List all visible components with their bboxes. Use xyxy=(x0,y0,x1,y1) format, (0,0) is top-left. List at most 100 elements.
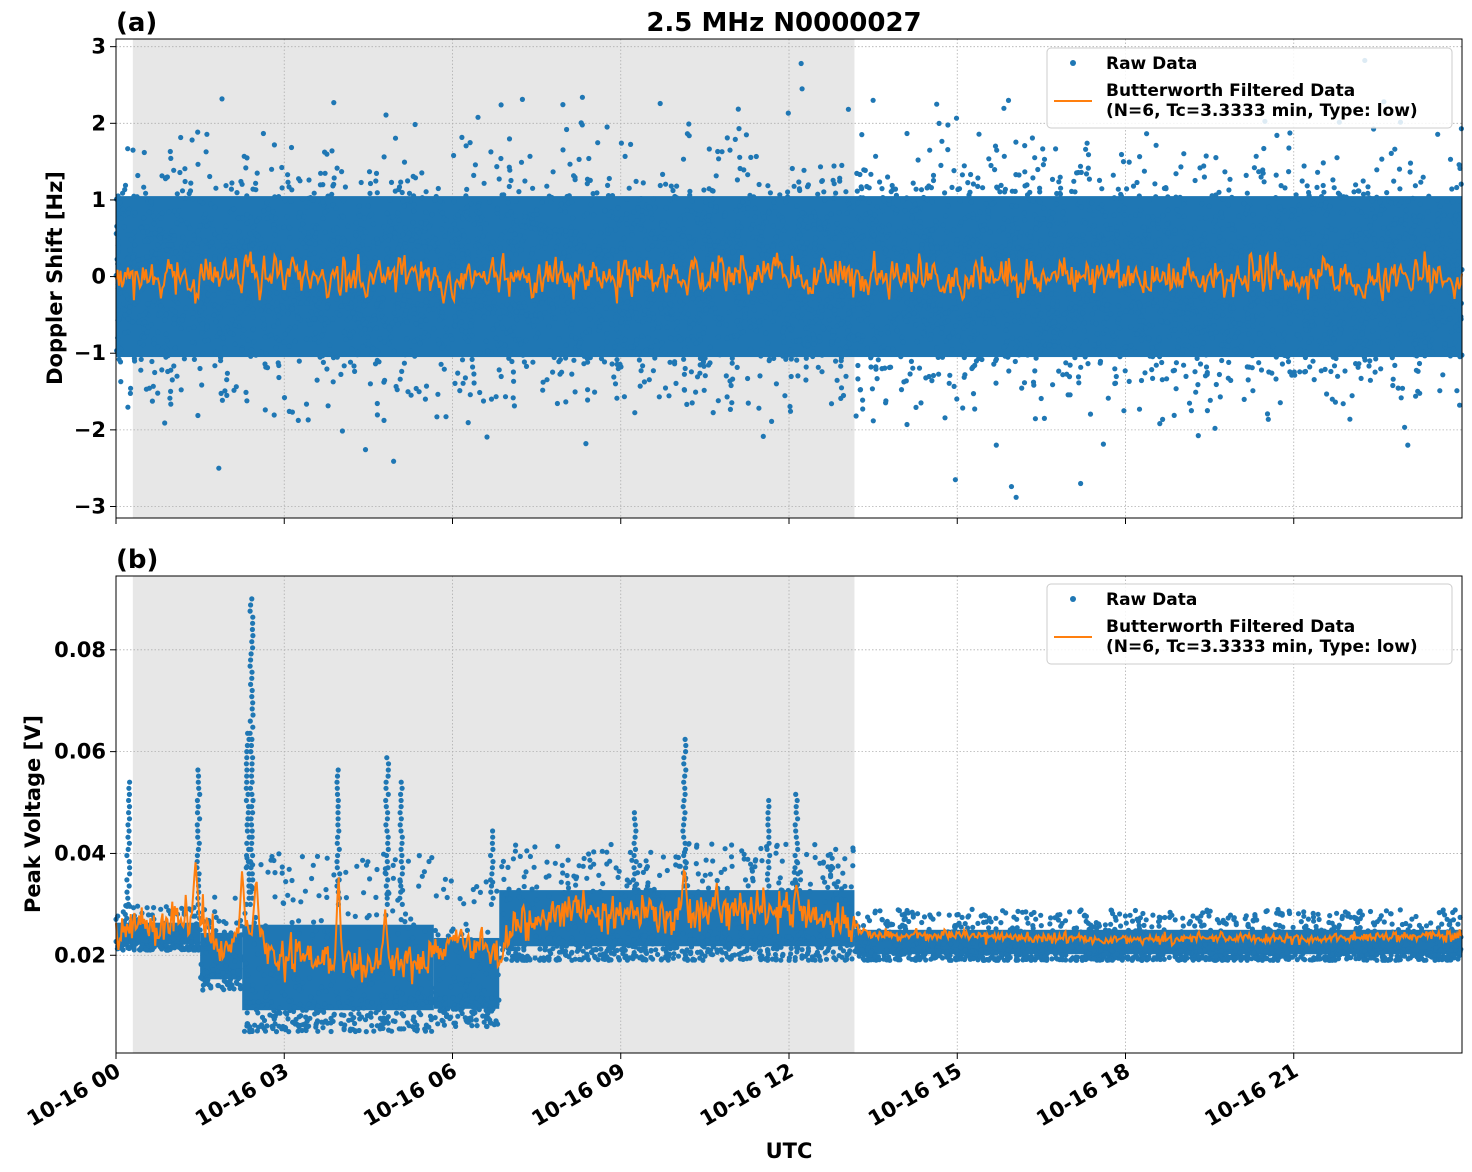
raw-data-point xyxy=(902,224,908,230)
raw-data-point xyxy=(1096,246,1102,252)
raw-data-point xyxy=(163,306,170,312)
raw-data-point xyxy=(506,183,512,190)
raw-data-point xyxy=(530,220,536,226)
raw-data-point xyxy=(1315,169,1321,175)
raw-data-point xyxy=(1212,425,1218,431)
raw-data-point xyxy=(1077,238,1083,244)
raw-data-point xyxy=(320,199,326,205)
raw-data-point xyxy=(868,257,874,264)
raw-data-point xyxy=(168,401,174,407)
raw-data-point xyxy=(1094,331,1100,337)
raw-data-point xyxy=(1204,247,1210,253)
raw-data-point xyxy=(1181,151,1187,157)
raw-data-point xyxy=(539,300,545,306)
raw-data-point xyxy=(855,336,861,342)
raw-data-point xyxy=(422,244,428,250)
raw-data-point xyxy=(1190,263,1197,269)
raw-data-point xyxy=(317,239,323,245)
raw-data-point xyxy=(1363,213,1369,219)
raw-data-point xyxy=(1004,322,1010,328)
raw-data-point xyxy=(326,351,332,357)
raw-data-point xyxy=(914,338,921,345)
raw-data-point xyxy=(374,412,380,418)
raw-data-point xyxy=(579,122,585,128)
raw-data-point xyxy=(1126,378,1132,384)
raw-data-point xyxy=(655,320,662,326)
raw-data-point xyxy=(236,228,242,235)
raw-data-point xyxy=(1325,349,1332,355)
raw-data-point xyxy=(1073,304,1079,310)
raw-data-point xyxy=(1264,342,1270,348)
raw-data-point xyxy=(535,244,542,250)
raw-data-point xyxy=(1095,300,1101,306)
raw-data-point xyxy=(538,230,544,236)
raw-data-point xyxy=(984,309,990,315)
raw-data-point xyxy=(703,272,710,279)
raw-data-point xyxy=(1037,185,1043,191)
raw-data-point xyxy=(228,299,234,305)
raw-data-point xyxy=(1278,183,1284,189)
raw-data-point xyxy=(868,353,875,359)
raw-data-point xyxy=(613,216,620,222)
raw-data-point xyxy=(1203,320,1209,326)
raw-data-point xyxy=(686,234,692,240)
raw-data-point xyxy=(993,243,999,249)
raw-data-point xyxy=(1176,337,1182,343)
raw-data-point xyxy=(1297,294,1303,301)
raw-data-point xyxy=(486,290,492,296)
raw-data-point xyxy=(1302,208,1308,214)
raw-data-point xyxy=(944,229,950,235)
raw-data-point xyxy=(264,199,270,206)
raw-data-point xyxy=(365,334,371,340)
raw-data-point xyxy=(1055,323,1061,329)
raw-data-point xyxy=(785,254,791,260)
raw-data-point xyxy=(1073,232,1079,238)
raw-data-point xyxy=(811,336,817,342)
raw-data-point xyxy=(506,245,512,251)
raw-data-point xyxy=(438,257,444,263)
raw-data-point xyxy=(1243,236,1249,242)
raw-data-point xyxy=(1104,315,1110,321)
raw-data-point xyxy=(795,313,801,320)
raw-data-point xyxy=(1323,340,1329,346)
raw-data-point xyxy=(1390,376,1396,382)
raw-data-point xyxy=(1209,193,1215,199)
raw-data-point xyxy=(165,281,171,287)
raw-data-point xyxy=(1164,319,1170,325)
raw-data-point xyxy=(892,321,899,327)
raw-data-point xyxy=(306,177,312,183)
raw-data-point xyxy=(1091,222,1097,229)
raw-data-point xyxy=(586,327,592,333)
raw-data-point xyxy=(1274,213,1281,219)
raw-data-point xyxy=(822,197,828,203)
raw-data-point xyxy=(503,289,509,295)
raw-data-point xyxy=(204,280,210,286)
raw-data-point xyxy=(167,395,173,401)
raw-data-point xyxy=(1121,248,1127,254)
raw-data-point xyxy=(821,189,827,195)
raw-data-point xyxy=(1034,331,1040,337)
raw-data-point xyxy=(955,333,961,339)
raw-data-point xyxy=(1306,230,1313,236)
raw-data-point xyxy=(510,378,517,384)
raw-data-point xyxy=(609,321,615,327)
raw-data-point xyxy=(664,315,671,321)
raw-data-point xyxy=(874,329,880,335)
raw-data-point xyxy=(284,214,290,220)
raw-data-point xyxy=(204,285,210,291)
raw-data-point xyxy=(685,311,691,317)
raw-data-point xyxy=(1316,338,1322,344)
raw-data-point xyxy=(1458,316,1464,322)
raw-data-point xyxy=(471,265,477,272)
raw-data-point xyxy=(770,318,776,324)
raw-data-point xyxy=(173,249,179,255)
raw-data-point xyxy=(1269,370,1275,376)
raw-data-point xyxy=(286,291,292,297)
raw-data-point xyxy=(843,236,849,242)
raw-data-point xyxy=(1017,257,1023,263)
raw-data-point xyxy=(1041,205,1047,211)
raw-data-point xyxy=(1350,227,1357,233)
raw-data-point xyxy=(1024,334,1030,340)
raw-data-point xyxy=(561,197,568,203)
raw-data-point xyxy=(1133,349,1139,355)
